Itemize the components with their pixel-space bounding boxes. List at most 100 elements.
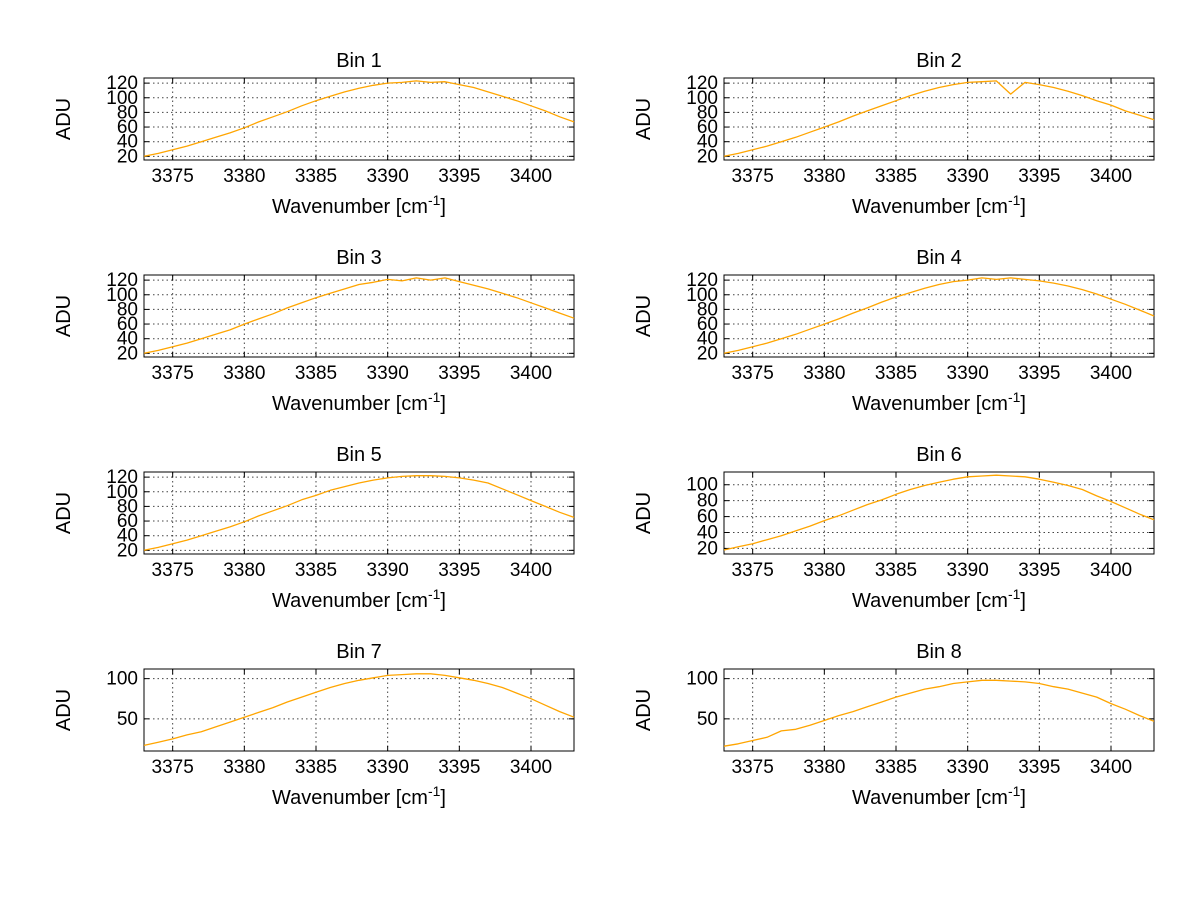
svg-text:Bin 2: Bin 2: [916, 50, 962, 72]
svg-text:Wavenumber [cm-1]: Wavenumber [cm-1]: [852, 586, 1026, 612]
subplot-bin-4: 3375 3380 3385 3390 3395 3400 20 40 60 80 100 120 Bi…: [624, 245, 1172, 442]
svg-text:120: 120: [686, 73, 718, 94]
svg-text:120: 120: [686, 270, 718, 291]
svg-text:3390: 3390: [367, 166, 409, 187]
svg-text:3390: 3390: [947, 166, 989, 187]
svg-text:3385: 3385: [875, 166, 917, 187]
svg-text:Bin 7: Bin 7: [336, 641, 382, 663]
svg-text:60: 60: [117, 314, 138, 335]
svg-text:3380: 3380: [803, 560, 845, 581]
svg-text:80: 80: [697, 102, 718, 123]
svg-text:120: 120: [106, 467, 138, 488]
svg-text:3390: 3390: [367, 560, 409, 581]
svg-text:3385: 3385: [875, 757, 917, 778]
svg-text:3385: 3385: [295, 560, 337, 581]
svg-text:ADU: ADU: [53, 492, 75, 534]
svg-text:40: 40: [697, 329, 718, 350]
svg-text:3385: 3385: [295, 363, 337, 384]
svg-text:3400: 3400: [1090, 166, 1132, 187]
svg-text:80: 80: [697, 491, 718, 512]
svg-text:100: 100: [106, 482, 138, 503]
svg-text:20: 20: [117, 146, 138, 167]
svg-text:3395: 3395: [438, 363, 480, 384]
chart-bin-7: 3375 3380 3385 3390 3395 3400 50 100 Bin 7 Wavenu…: [53, 641, 575, 809]
subplot-bin-2: 3375 3380 3385 3390 3395 3400 20 40 60 80 100 120 Bi…: [624, 48, 1172, 245]
svg-text:80: 80: [117, 299, 138, 320]
svg-text:120: 120: [106, 73, 138, 94]
svg-text:100: 100: [686, 88, 718, 109]
svg-text:80: 80: [697, 299, 718, 320]
svg-text:50: 50: [697, 709, 718, 730]
svg-text:3390: 3390: [947, 560, 989, 581]
subplot-bin-1: 3375 3380 3385 3390 3395 3400 20 40 60 80 100 120 Bi…: [44, 48, 592, 245]
svg-text:Wavenumber [cm-1]: Wavenumber [cm-1]: [272, 192, 446, 218]
subplot-bin-8: 3375 3380 3385 3390 3395 3400 50 100 Bin 8 Wavenu…: [624, 639, 1172, 836]
svg-text:3375: 3375: [732, 757, 774, 778]
svg-text:50: 50: [117, 709, 138, 730]
subplot-bin-3: 3375 3380 3385 3390 3395 3400 20 40 60 80 100 120 Bi…: [44, 245, 592, 442]
svg-text:3400: 3400: [1090, 560, 1132, 581]
svg-text:3395: 3395: [1018, 560, 1060, 581]
svg-text:3375: 3375: [732, 363, 774, 384]
svg-text:Bin 3: Bin 3: [336, 247, 382, 269]
svg-text:3375: 3375: [152, 757, 194, 778]
svg-text:40: 40: [697, 523, 718, 544]
svg-text:100: 100: [686, 475, 718, 496]
svg-text:3380: 3380: [223, 166, 265, 187]
svg-text:60: 60: [697, 117, 718, 138]
subplot-bin-6: 3375 3380 3385 3390 3395 3400 20 40 60 80 100 Bin 6…: [624, 442, 1172, 639]
svg-text:3400: 3400: [510, 363, 552, 384]
svg-text:20: 20: [117, 540, 138, 561]
svg-text:3380: 3380: [803, 166, 845, 187]
svg-text:3390: 3390: [367, 363, 409, 384]
svg-text:3400: 3400: [1090, 757, 1132, 778]
svg-text:Bin 6: Bin 6: [916, 444, 962, 466]
svg-text:80: 80: [117, 102, 138, 123]
svg-text:60: 60: [697, 314, 718, 335]
svg-text:3400: 3400: [1090, 363, 1132, 384]
svg-text:3395: 3395: [1018, 166, 1060, 187]
svg-text:100: 100: [686, 285, 718, 306]
svg-text:3375: 3375: [732, 166, 774, 187]
svg-text:20: 20: [697, 146, 718, 167]
svg-text:3400: 3400: [510, 166, 552, 187]
svg-text:3390: 3390: [947, 757, 989, 778]
svg-text:40: 40: [697, 132, 718, 153]
svg-text:100: 100: [106, 88, 138, 109]
svg-text:3375: 3375: [152, 560, 194, 581]
svg-text:40: 40: [117, 329, 138, 350]
svg-text:3385: 3385: [295, 166, 337, 187]
svg-text:ADU: ADU: [53, 295, 75, 337]
svg-text:ADU: ADU: [633, 492, 655, 534]
chart-bin-8: 3375 3380 3385 3390 3395 3400 50 100 Bin 8 Wavenu…: [633, 641, 1155, 809]
svg-text:Wavenumber [cm-1]: Wavenumber [cm-1]: [272, 586, 446, 612]
svg-text:20: 20: [117, 343, 138, 364]
svg-text:3380: 3380: [803, 363, 845, 384]
svg-text:3395: 3395: [438, 560, 480, 581]
svg-text:80: 80: [117, 496, 138, 517]
svg-text:3395: 3395: [438, 757, 480, 778]
svg-text:Wavenumber [cm-1]: Wavenumber [cm-1]: [852, 192, 1026, 218]
svg-text:3400: 3400: [510, 560, 552, 581]
svg-text:60: 60: [697, 507, 718, 528]
svg-text:3395: 3395: [438, 166, 480, 187]
svg-text:40: 40: [117, 526, 138, 547]
svg-text:3380: 3380: [223, 363, 265, 384]
svg-text:ADU: ADU: [53, 689, 75, 731]
svg-text:ADU: ADU: [633, 295, 655, 337]
subplot-bin-5: 3375 3380 3385 3390 3395 3400 20 40 60 80 100 120 Bi…: [44, 442, 592, 639]
svg-text:20: 20: [697, 538, 718, 559]
svg-text:ADU: ADU: [633, 689, 655, 731]
svg-text:3380: 3380: [223, 560, 265, 581]
svg-text:100: 100: [106, 669, 138, 690]
svg-text:3380: 3380: [223, 757, 265, 778]
svg-text:Bin 5: Bin 5: [336, 444, 382, 466]
svg-text:ADU: ADU: [53, 98, 75, 140]
svg-text:60: 60: [117, 511, 138, 532]
svg-text:3390: 3390: [947, 363, 989, 384]
